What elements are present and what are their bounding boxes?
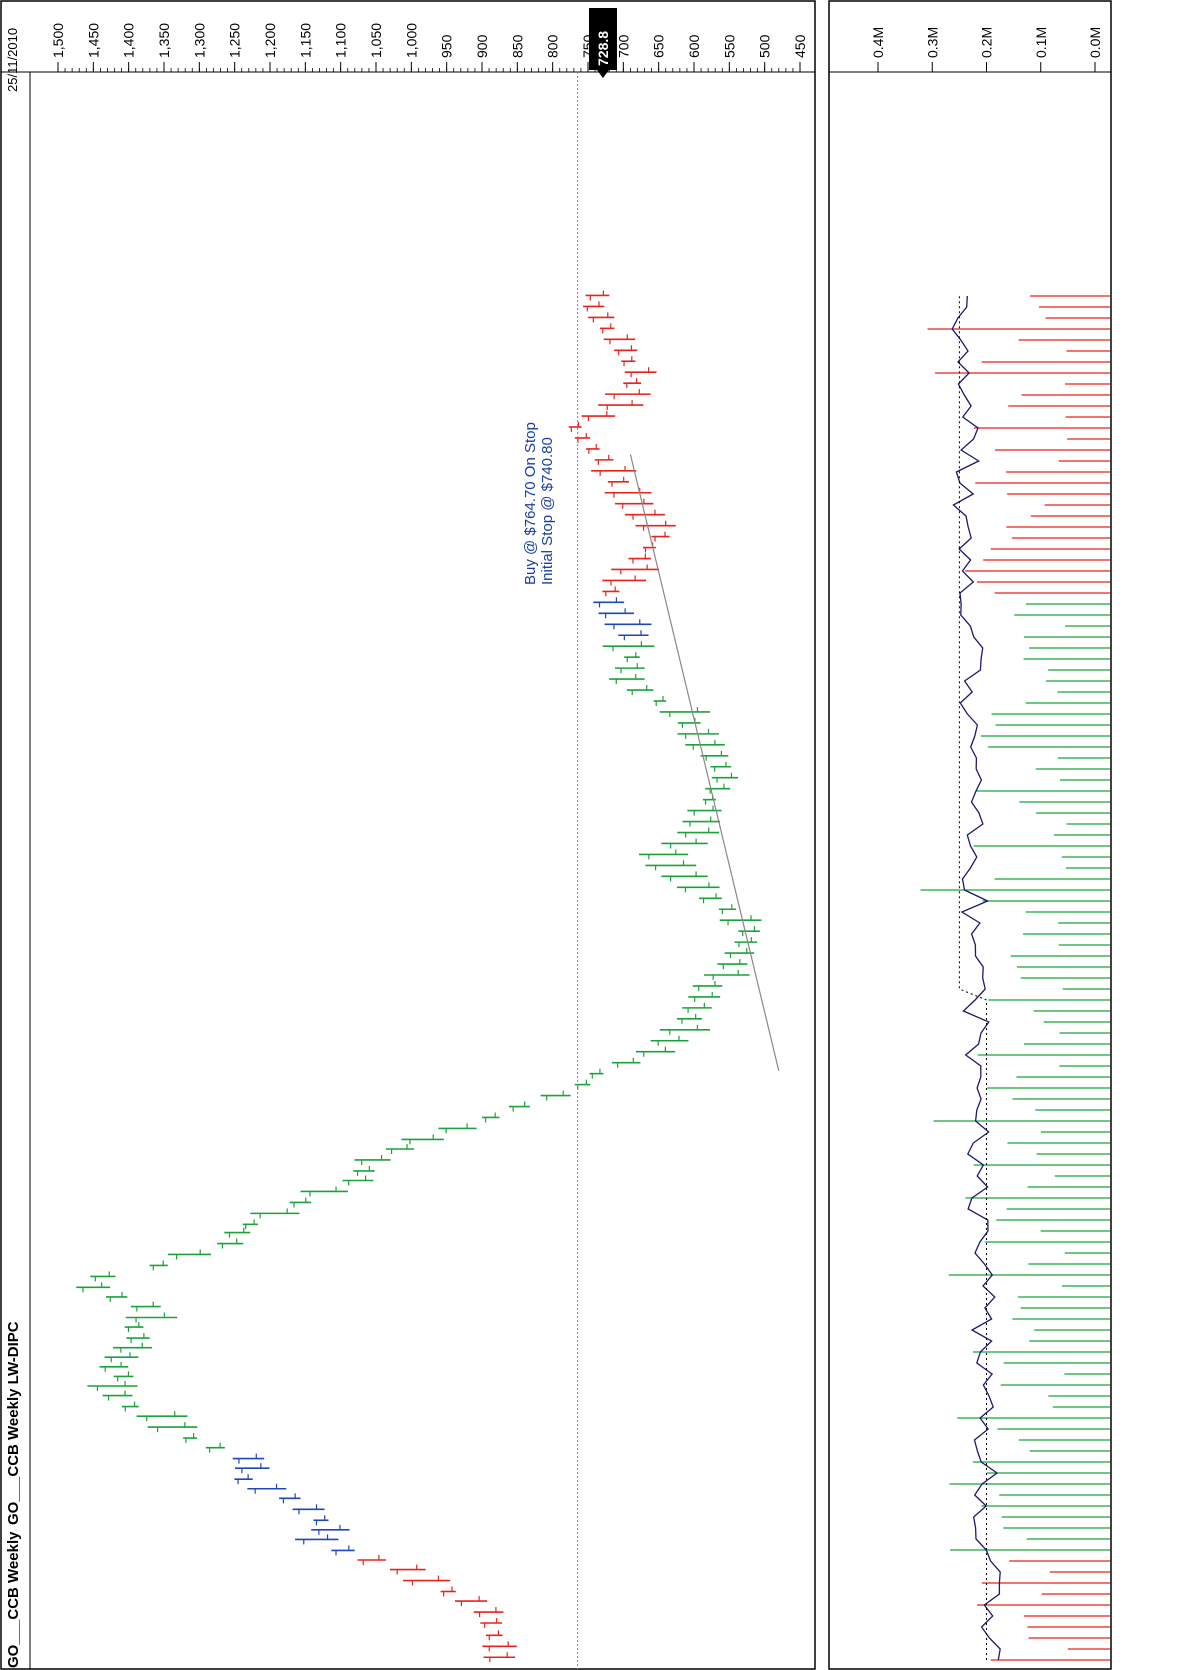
volume-tick-label: 0.1M <box>1033 27 1049 58</box>
price-tick-label: 1,400 <box>121 23 137 58</box>
last-price-badge-label: 728.8 <box>595 31 611 66</box>
price-tick-label: 1,200 <box>262 23 278 58</box>
volume-moving-average <box>951 295 1001 1661</box>
volume-axis: 0.4M 0.3M 0.2M 0.1M 0.0M <box>870 27 1103 72</box>
price-pane-border <box>0 0 816 1670</box>
price-tick-label: 1,150 <box>297 23 313 58</box>
volume-tick-label: 0.2M <box>979 27 995 58</box>
annotation-line-2: Initial Stop @ $740.80 <box>539 437 556 585</box>
volume-pane-border <box>828 0 1112 1670</box>
price-tick-label: 450 <box>792 34 808 58</box>
volume-bars <box>920 295 1110 1661</box>
price-tick-label: 800 <box>545 34 561 58</box>
price-tick-label: 1,250 <box>227 23 243 58</box>
price-tick-label: 950 <box>439 34 455 58</box>
price-tick-label: 1,500 <box>50 23 66 58</box>
price-tick-label: 1,050 <box>368 23 384 58</box>
date-label: 25/11/2010 <box>5 28 20 92</box>
volume-tick-label: 0.3M <box>924 27 940 58</box>
price-tick-label: 700 <box>615 34 631 58</box>
price-tick-label: 650 <box>651 34 667 58</box>
volume-tick-label: 0.4M <box>870 27 886 58</box>
price-axis: 1,500 1,450 1,400 1,350 1,300 1,250 1,200 1,150… <box>50 23 808 72</box>
price-tick-label: 1,000 <box>403 23 419 58</box>
last-price-badge <box>588 8 617 70</box>
price-tick-label: 1,300 <box>191 23 207 58</box>
price-bars <box>76 290 762 1663</box>
volume-tick-label: 0.0M <box>1087 27 1103 58</box>
last-price-badge-pointer <box>596 70 609 78</box>
price-tick-label: 1,350 <box>156 23 172 58</box>
price-tick-label: 550 <box>721 34 737 58</box>
volume-long-average <box>958 296 987 1660</box>
trendline <box>629 454 780 1072</box>
price-tick-label: 900 <box>474 34 490 58</box>
annotation-line-1: Buy @ $764.70 On Stop <box>522 422 539 585</box>
price-tick-label: 850 <box>509 34 525 58</box>
price-tick-label: 600 <box>686 34 702 58</box>
chart-title-right: GO___CCB Weekly LW-DIPC <box>5 1321 22 1525</box>
overlays: 728.8 <box>577 8 1001 1669</box>
price-tick-label: 1,100 <box>333 23 349 58</box>
price-tick-label: 500 <box>757 34 773 58</box>
price-tick-label: 1,450 <box>85 23 101 58</box>
chart-frame <box>0 0 1112 1670</box>
chart-title-left: GO___CCB Weekly <box>5 1531 22 1668</box>
